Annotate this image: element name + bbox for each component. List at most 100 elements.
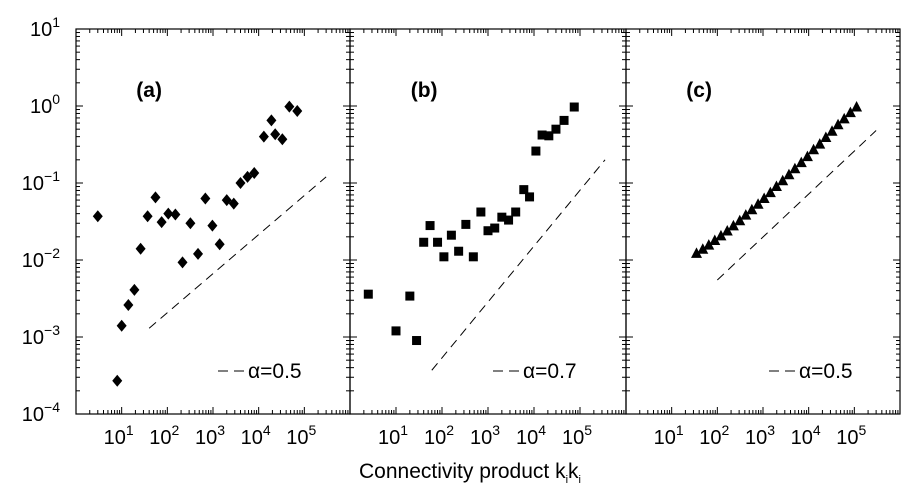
fit-line xyxy=(431,159,606,371)
data-point xyxy=(228,197,239,210)
data-point xyxy=(483,226,493,236)
data-point xyxy=(277,133,288,146)
data-point xyxy=(525,192,535,202)
y-axis-tick-labels: 10−4 10−3 10−2 10−1 100 101 xyxy=(22,14,60,426)
x-axis-label: Connectivity product kiki xyxy=(359,460,581,486)
x-tick-label: 102 xyxy=(424,422,454,449)
data-point xyxy=(777,174,789,186)
data-point xyxy=(112,374,123,387)
fit-line xyxy=(716,130,877,281)
data-point xyxy=(454,246,464,256)
data-point xyxy=(116,319,127,332)
panel-label: (c) xyxy=(686,79,712,102)
data-point xyxy=(207,219,218,232)
data-point xyxy=(783,168,795,180)
data-point xyxy=(177,256,188,269)
data-point xyxy=(770,180,782,192)
x-tick-label: 102 xyxy=(699,422,729,449)
x-tick-label: 102 xyxy=(149,422,179,449)
data-point xyxy=(170,208,181,221)
x-tick-label: 103 xyxy=(745,422,775,449)
data-point xyxy=(795,156,807,168)
y-tick-label: 10−1 xyxy=(22,168,60,195)
data-point xyxy=(826,125,838,136)
data-point xyxy=(468,252,478,262)
data-point xyxy=(511,207,521,217)
data-point xyxy=(691,247,703,258)
data-point xyxy=(135,242,146,255)
data-point xyxy=(425,221,435,231)
data-point xyxy=(537,130,547,140)
fit-line xyxy=(148,176,327,329)
data-point xyxy=(721,225,733,236)
data-point xyxy=(284,100,295,113)
data-point xyxy=(746,203,758,215)
data-point xyxy=(439,252,449,262)
data-point xyxy=(163,207,174,220)
x-tick-label: 105 xyxy=(836,422,866,449)
data-point xyxy=(235,177,246,189)
data-point xyxy=(193,247,204,260)
x-tick-label: 103 xyxy=(195,422,225,449)
y-tick-label: 10−3 xyxy=(22,322,60,349)
data-point xyxy=(270,128,281,141)
data-point xyxy=(697,243,709,254)
y-tick-label: 10−2 xyxy=(22,245,60,272)
legend-label: α=0.7 xyxy=(523,360,577,383)
y-tick-label: 101 xyxy=(30,14,60,41)
data-point xyxy=(476,207,486,217)
data-point xyxy=(412,336,422,346)
data-point xyxy=(249,166,260,179)
panel-frame xyxy=(625,28,901,415)
data-point xyxy=(544,131,554,141)
data-point xyxy=(363,289,373,299)
data-point xyxy=(405,291,415,301)
data-point xyxy=(391,326,401,336)
data-point xyxy=(752,198,764,209)
x-tick-label: 104 xyxy=(791,422,821,449)
x-tick-label: 105 xyxy=(286,422,316,449)
data-point xyxy=(832,118,844,130)
panels: 101 102 103 104 105 (a) α=0.5 101 102 103 104 105 (b… xyxy=(75,28,901,449)
panel-label: (b) xyxy=(411,79,438,102)
data-point xyxy=(129,283,140,296)
data-point xyxy=(519,185,529,195)
data-point xyxy=(734,214,746,226)
panel-frame xyxy=(349,28,627,415)
panel-c: 101 102 103 104 105 (c) α=0.5 xyxy=(625,28,901,449)
data-point xyxy=(727,219,739,231)
data-point xyxy=(820,131,832,142)
panel-a: 101 102 103 104 105 (a) α=0.5 xyxy=(75,28,351,449)
data-point xyxy=(844,106,856,118)
data-point xyxy=(715,229,727,241)
data-point xyxy=(461,219,471,229)
data-point xyxy=(242,170,253,183)
data-point xyxy=(801,150,813,162)
y-tick-label: 100 xyxy=(30,91,60,118)
data-point xyxy=(292,105,303,118)
data-point xyxy=(142,210,153,223)
data-point xyxy=(764,186,776,198)
y-tick-label: 10−4 xyxy=(22,399,60,426)
data-point xyxy=(814,138,826,149)
data-point xyxy=(838,112,850,124)
x-tick-label: 104 xyxy=(241,422,271,449)
panel-label: (a) xyxy=(136,79,162,102)
data-point xyxy=(185,217,196,230)
data-point xyxy=(789,162,801,174)
x-tick-label: 103 xyxy=(470,422,500,449)
data-point xyxy=(709,234,721,246)
data-point xyxy=(551,124,561,134)
data-point xyxy=(214,238,225,251)
data-point xyxy=(123,299,134,312)
x-tick-label: 101 xyxy=(104,422,134,449)
data-point xyxy=(559,115,569,125)
data-point xyxy=(156,216,167,229)
x-tick-label: 105 xyxy=(562,422,592,449)
data-point xyxy=(419,237,429,247)
data-point xyxy=(851,101,863,112)
data-point xyxy=(569,102,579,112)
data-point xyxy=(258,130,269,143)
data-point xyxy=(266,114,277,127)
